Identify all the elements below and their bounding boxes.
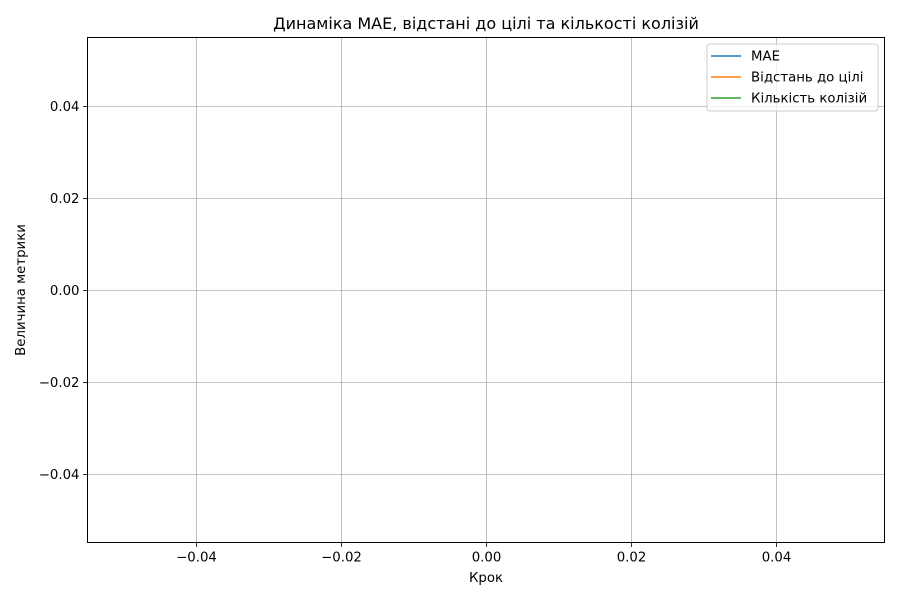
legend-entries: MAE Відстань до цілі Кількість колізій bbox=[711, 50, 867, 107]
legend: MAE Відстань до цілі Кількість колізій bbox=[706, 43, 879, 112]
x-tick-label: −0.02 bbox=[321, 551, 362, 566]
x-tick-label: −0.04 bbox=[176, 551, 217, 566]
y-tick-label: −0.04 bbox=[39, 468, 80, 483]
chart-title: Динаміка MAE, відстані до цілі та кілько… bbox=[273, 14, 699, 33]
legend-label: Кількість колізій bbox=[751, 92, 867, 107]
y-tick-label: −0.02 bbox=[39, 376, 80, 391]
x-axis-label: Крок bbox=[469, 571, 503, 586]
plot-area-frame bbox=[87, 37, 885, 543]
y-tick-label: 0.04 bbox=[50, 100, 80, 115]
x-tick-label: 0.04 bbox=[762, 551, 792, 566]
y-tick-label: 0.00 bbox=[50, 284, 80, 299]
y-tick-label: 0.02 bbox=[50, 192, 80, 207]
x-tick-label: 0.02 bbox=[617, 551, 647, 566]
x-tick-label: 0.00 bbox=[472, 551, 502, 566]
legend-label: MAE bbox=[751, 50, 780, 65]
ticks-layer: −0.04 −0.02 0.00 0.02 0.04 −0.04 −0.02 0.00 0.02… bbox=[39, 100, 792, 566]
legend-label: Відстань до цілі bbox=[751, 71, 863, 86]
legend-box bbox=[706, 43, 879, 112]
y-axis-label: Величина метрики bbox=[14, 224, 29, 356]
